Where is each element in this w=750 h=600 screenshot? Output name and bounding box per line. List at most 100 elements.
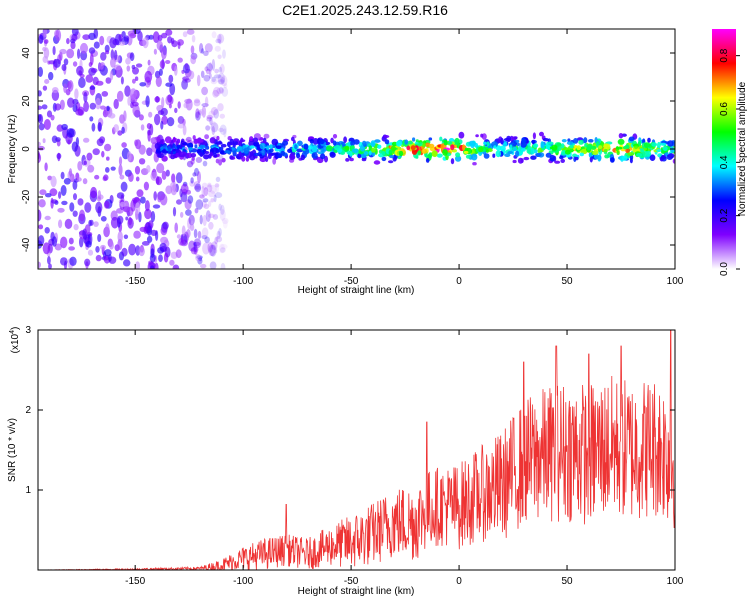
noise-speckle [68,246,75,251]
signal-speckle [291,136,295,142]
signal-speckle [627,152,635,156]
noise-speckle [129,52,135,61]
signal-speckle [442,148,448,156]
noise-speckle [218,228,222,237]
noise-speckle [73,193,77,201]
noise-speckle [217,103,224,112]
noise-speckle [60,257,68,266]
signal-speckle [569,144,574,149]
noise-speckle [79,209,85,222]
signal-speckle [383,135,390,138]
signal-speckle [406,145,411,151]
signal-speckle [215,158,220,164]
noise-speckle [70,41,76,50]
signal-speckle [216,153,220,157]
noise-speckle [202,160,208,167]
noise-speckle [208,221,214,230]
signal-speckle [195,138,201,143]
noise-speckle [221,75,228,87]
snr-line [38,330,675,570]
noise-speckle [52,87,59,94]
noise-speckle [192,172,197,177]
noise-speckle [187,217,192,230]
noise-speckle [162,221,169,230]
snr-series [38,330,675,570]
noise-speckle [223,83,228,89]
signal-speckle [495,145,502,151]
signal-speckle [443,139,448,146]
noise-speckle [209,261,217,269]
noise-speckle [121,142,127,148]
noise-speckle [180,183,189,194]
signal-speckle [177,138,181,144]
signal-speckle [300,154,306,161]
noise-speckle [138,144,146,155]
noise-speckle [50,199,58,204]
noise-speckle [50,175,57,188]
signal-speckle [311,145,318,153]
noise-speckle [38,66,43,77]
noise-speckle [93,221,99,228]
colorbar-ticks: 0.0 0.2 0.4 0.6 0.8 [719,48,740,276]
noise-speckle [203,74,211,82]
noise-speckle [60,185,67,196]
noise-speckle [146,147,153,156]
signal-speckle [287,148,293,153]
noise-speckle [218,127,225,133]
colorbar-tick-label: 0.0 [719,262,730,276]
noise-speckle [97,196,101,202]
noise-speckle [110,49,115,60]
noise-speckle [38,224,44,230]
noise-speckle [133,29,141,35]
noise-speckle [183,102,189,109]
noise-speckle [201,103,209,107]
noise-speckle [208,200,212,207]
noise-speckle [59,48,67,55]
noise-speckle [177,101,181,109]
signal-speckle [589,155,593,163]
signal-speckle [229,155,234,160]
noise-speckle [221,217,229,225]
signal-speckle [636,152,643,157]
signal-speckle [289,153,293,159]
noise-speckle [212,89,220,98]
noise-speckle [138,158,146,165]
noise-speckle [61,64,67,71]
signal-speckle [309,139,314,144]
noise-speckle [148,111,153,118]
noise-speckle [132,104,140,117]
noise-speckle [43,39,49,44]
signal-speckle [157,153,164,159]
noise-speckle [139,226,147,233]
noise-speckle [125,216,129,221]
signal-speckle [344,145,350,151]
noise-speckle [218,66,223,73]
noise-speckle [212,214,219,220]
signal-speckle [332,134,338,139]
noise-speckle [97,234,102,242]
signal-speckle [156,136,161,143]
noise-speckle [184,98,192,104]
signal-speckle [500,145,506,152]
signal-speckle [624,144,630,149]
signal-speckle [347,151,353,156]
signal-speckle [520,141,527,148]
noise-speckle [100,105,106,110]
noise-speckle [208,190,216,198]
noise-speckle [105,223,110,236]
noise-speckle [84,224,91,235]
signal-speckle [311,152,318,159]
noise-speckle [74,88,79,100]
noise-speckle [203,50,209,56]
signal-speckle [199,152,204,157]
noise-speckle [135,202,141,215]
signal-speckle [231,147,235,151]
signal-speckle [218,146,224,151]
noise-speckle [77,161,83,171]
signal-speckle [560,143,565,149]
snr-multiplier-close: ) [10,327,21,330]
noise-speckle [69,256,77,266]
noise-speckle [161,47,167,60]
spectrogram-y-axis: -40 -20 0 20 40 [21,47,675,252]
